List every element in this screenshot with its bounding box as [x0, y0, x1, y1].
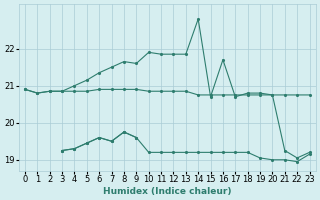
X-axis label: Humidex (Indice chaleur): Humidex (Indice chaleur) [103, 187, 231, 196]
